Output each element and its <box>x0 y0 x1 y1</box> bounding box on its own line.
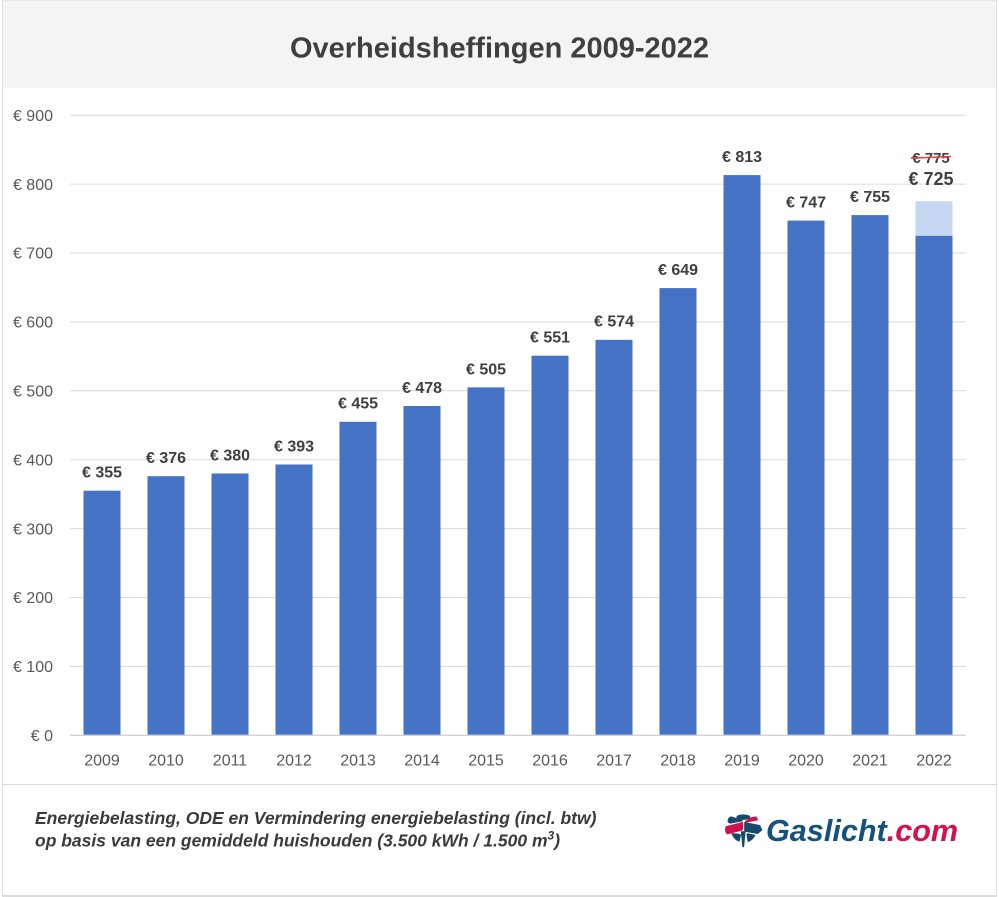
svg-text:€ 747: € 747 <box>786 195 826 212</box>
svg-text:€ 725: € 725 <box>908 169 953 189</box>
svg-text:€ 380: € 380 <box>210 447 250 464</box>
svg-text:€ 700: € 700 <box>13 246 53 263</box>
svg-text:2011: 2011 <box>213 753 248 770</box>
svg-text:€ 376: € 376 <box>146 450 186 467</box>
svg-text:op basis van een gemiddeld hui: op basis van een gemiddeld huishouden (3… <box>35 828 560 850</box>
svg-text:€ 551: € 551 <box>530 330 570 347</box>
svg-text:€ 400: € 400 <box>13 452 53 469</box>
svg-text:2021: 2021 <box>852 753 888 770</box>
svg-text:2018: 2018 <box>660 753 696 770</box>
svg-text:€ 355: € 355 <box>82 465 122 482</box>
svg-text:€ 100: € 100 <box>13 659 53 676</box>
svg-text:€ 813: € 813 <box>722 149 762 166</box>
svg-text:2017: 2017 <box>596 753 632 770</box>
svg-text:€ 500: € 500 <box>13 384 53 401</box>
svg-text:2009: 2009 <box>84 753 120 770</box>
svg-text:2012: 2012 <box>276 753 312 770</box>
svg-text:€ 505: € 505 <box>466 361 506 378</box>
svg-text:€ 649: € 649 <box>658 262 698 279</box>
svg-text:Gaslicht.com: Gaslicht.com <box>766 814 958 848</box>
svg-text:€ 300: € 300 <box>13 521 53 538</box>
svg-text:€ 775: € 775 <box>912 150 950 167</box>
svg-text:2014: 2014 <box>404 753 440 770</box>
svg-text:€ 478: € 478 <box>402 380 442 397</box>
svg-text:€ 900: € 900 <box>13 108 53 125</box>
svg-text:2013: 2013 <box>340 753 376 770</box>
svg-text:Overheidsheffingen 2009-2022: Overheidsheffingen 2009-2022 <box>290 33 709 65</box>
svg-text:€ 455: € 455 <box>338 396 378 413</box>
svg-text:€ 800: € 800 <box>13 177 53 194</box>
svg-text:2020: 2020 <box>788 753 824 770</box>
svg-text:2010: 2010 <box>148 753 184 770</box>
svg-text:€ 600: € 600 <box>13 315 53 332</box>
svg-text:Energiebelasting, ODE en Vermi: Energiebelasting, ODE en Vermindering en… <box>35 808 597 828</box>
svg-text:€ 574: € 574 <box>594 314 634 331</box>
svg-text:2016: 2016 <box>532 753 568 770</box>
svg-text:2019: 2019 <box>724 753 760 770</box>
svg-text:€ 200: € 200 <box>13 590 53 607</box>
svg-text:2022: 2022 <box>916 753 952 770</box>
svg-text:€ 393: € 393 <box>274 438 314 455</box>
svg-text:€ 755: € 755 <box>850 189 890 206</box>
svg-text:€ 0: € 0 <box>31 728 53 745</box>
svg-text:2015: 2015 <box>468 753 504 770</box>
